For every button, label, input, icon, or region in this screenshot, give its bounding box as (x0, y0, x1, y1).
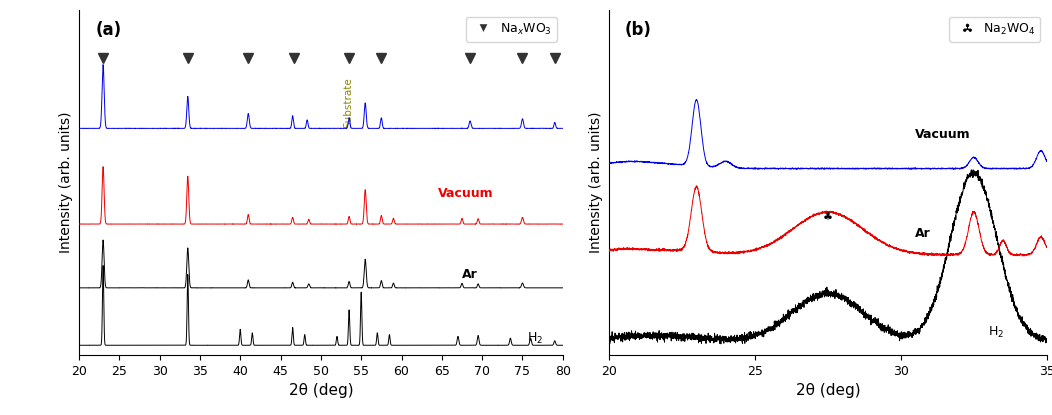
Text: ♣: ♣ (823, 212, 833, 223)
Text: Vacuum: Vacuum (438, 187, 493, 200)
Text: Ar: Ar (462, 268, 478, 281)
Text: (a): (a) (96, 21, 122, 39)
Text: (b): (b) (624, 21, 651, 39)
Legend: Na$_2$WO$_4$: Na$_2$WO$_4$ (949, 17, 1040, 42)
Y-axis label: Intensity (arb. units): Intensity (arb. units) (59, 112, 74, 253)
Legend: Na$_x$WO$_3$: Na$_x$WO$_3$ (466, 17, 557, 42)
Text: Vacuum: Vacuum (915, 128, 971, 141)
Text: Substrate: Substrate (343, 78, 353, 128)
Text: H$_2$: H$_2$ (527, 331, 543, 346)
Y-axis label: Intensity (arb. units): Intensity (arb. units) (589, 112, 604, 253)
Text: Ar: Ar (915, 227, 931, 240)
Text: H$_2$: H$_2$ (989, 325, 1005, 340)
X-axis label: 2θ (deg): 2θ (deg) (795, 383, 861, 398)
X-axis label: 2θ (deg): 2θ (deg) (288, 383, 353, 398)
